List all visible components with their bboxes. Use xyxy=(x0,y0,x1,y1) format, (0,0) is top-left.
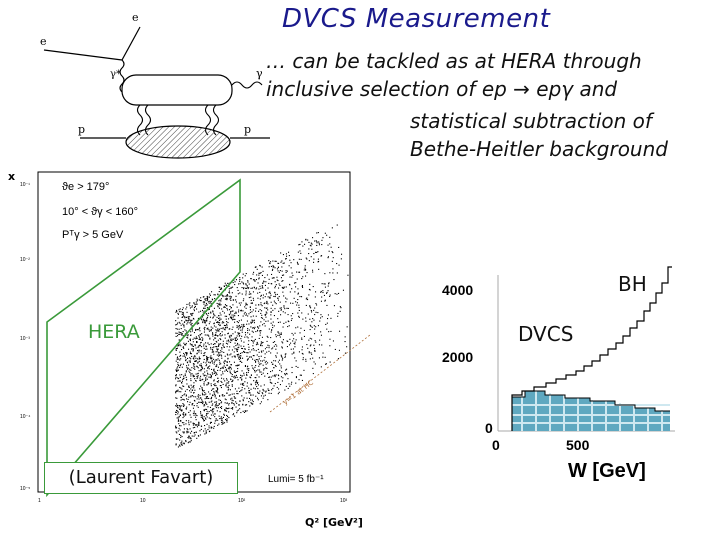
label-p-in: p xyxy=(78,123,85,136)
kin-x-tick-2: 10 xyxy=(140,498,146,504)
feynman-diagram: e e γ* γ p p xyxy=(40,11,270,159)
label-p-out: p xyxy=(244,123,251,136)
text-line-4: Bethe-Heitler background xyxy=(410,137,668,161)
kin-x-tick-1: 1 xyxy=(38,498,41,504)
bh-label: BH xyxy=(618,272,647,296)
cut-text-1: ϑe > 179° xyxy=(62,181,109,193)
label-gamma-star: γ* xyxy=(110,69,121,80)
gluon-line-1 xyxy=(136,104,144,136)
text-line-1: … can be tackled as at HERA through xyxy=(266,49,642,73)
electron-in-line xyxy=(43,49,123,61)
w-distribution-plot: 4000 2000 0 0 500 W [GeV] xyxy=(442,266,675,482)
w-y-tick-0: 0 xyxy=(485,420,493,436)
real-photon-line xyxy=(231,81,263,89)
virtual-photon-line xyxy=(119,59,125,93)
kin-y-tick-2: 10⁻² xyxy=(20,257,30,263)
text-line-2: inclusive selection of ep → epγ and xyxy=(266,77,618,101)
kin-y-axis-label: x xyxy=(8,170,15,183)
cut-text-3: Pᵀγ > 5 GeV xyxy=(62,229,124,241)
y-limit-label: y=1 at HC xyxy=(281,378,315,406)
y-limit-line xyxy=(269,334,371,413)
page-title: DVCS Measurement xyxy=(282,4,551,34)
w-x-tick-0: 0 xyxy=(492,437,500,453)
w-x-tick-500: 500 xyxy=(566,437,590,453)
text-line-3: statistical subtraction of xyxy=(410,109,652,133)
bh-histogram xyxy=(511,266,672,431)
hera-label: HERA xyxy=(88,321,140,343)
lumi-label: Lumi= 5 fb⁻¹ xyxy=(268,474,324,485)
credit-box: (Laurent Favart) xyxy=(44,462,238,494)
electron-out-line xyxy=(121,26,141,61)
kin-x-tick-4: 10³ xyxy=(340,498,348,504)
quark-loop xyxy=(121,74,233,106)
label-gamma: γ xyxy=(256,67,263,80)
cut-text-2: 10° < ϑγ < 160° xyxy=(62,206,138,218)
kin-y-tick-3: 10⁻³ xyxy=(20,336,30,342)
w-x-axis-label: W [GeV] xyxy=(568,460,646,482)
kin-y-tick-5: 10⁻⁵ xyxy=(20,486,30,492)
scatter-cloud xyxy=(175,224,349,448)
label-e-in: e xyxy=(40,35,47,48)
kin-x-tick-3: 10² xyxy=(238,498,246,504)
kin-y-tick-4: 10⁻⁴ xyxy=(20,414,30,420)
dvcs-pattern xyxy=(512,391,670,431)
kinematic-plot: x 10⁻¹ 10⁻² 10⁻³ 10⁻⁴ 10⁻⁵ 1 10 10² 10³ … xyxy=(8,170,371,529)
dvcs-outline xyxy=(512,390,670,412)
kin-y-tick-1: 10⁻¹ xyxy=(20,182,30,188)
w-y-tick-2000: 2000 xyxy=(442,349,473,365)
dvcs-label: DVCS xyxy=(518,322,574,346)
kin-x-axis-label: Q² [GeV²] xyxy=(305,516,363,529)
w-y-tick-4000: 4000 xyxy=(442,282,473,298)
label-e-out: e xyxy=(132,11,139,24)
hera-acceptance-outline xyxy=(46,178,241,498)
proton-blob xyxy=(125,125,231,159)
